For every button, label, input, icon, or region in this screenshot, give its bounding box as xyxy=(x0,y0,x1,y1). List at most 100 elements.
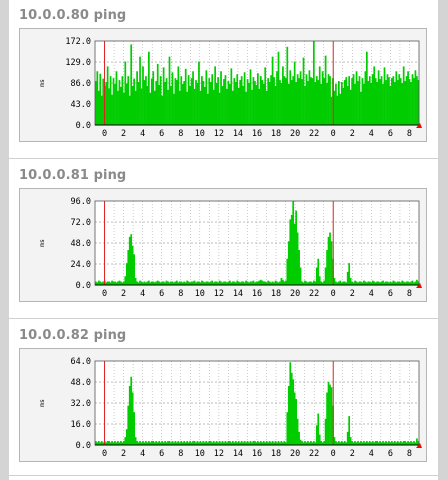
bar xyxy=(262,83,265,125)
bar xyxy=(105,282,108,286)
bar xyxy=(336,95,339,125)
bar xyxy=(370,442,373,446)
chart-1-frame: 172.0 129.0 86.0 43.0 0.0 ms 0 2 4 6 8 10 12 14 16 18 20… xyxy=(19,28,427,142)
bar xyxy=(268,82,271,125)
bar xyxy=(130,44,133,125)
bar xyxy=(395,282,398,286)
bar xyxy=(192,71,194,125)
bar xyxy=(215,441,218,445)
bar xyxy=(95,441,97,445)
bar xyxy=(149,92,152,125)
bar xyxy=(230,282,233,286)
x-tick-label: 8 xyxy=(178,289,183,299)
bar xyxy=(298,250,300,285)
bar xyxy=(96,71,99,125)
bar xyxy=(249,441,252,445)
bar xyxy=(392,280,395,286)
bar xyxy=(324,267,327,285)
bar xyxy=(380,442,383,446)
bar xyxy=(279,80,281,125)
bar xyxy=(221,282,224,286)
bar xyxy=(355,442,358,446)
bar xyxy=(296,74,299,125)
bar xyxy=(333,90,336,125)
bar xyxy=(158,441,161,445)
bar xyxy=(371,74,374,125)
bar xyxy=(279,442,281,446)
bar xyxy=(287,385,290,445)
bar xyxy=(398,442,401,446)
bar xyxy=(304,85,306,125)
bar xyxy=(167,441,169,445)
bar xyxy=(111,441,113,445)
bar xyxy=(133,254,136,286)
x-tick-label: 0 xyxy=(331,449,336,459)
bar xyxy=(413,78,415,125)
bar xyxy=(118,442,121,446)
bar xyxy=(230,68,233,125)
bar xyxy=(209,281,212,285)
bar xyxy=(345,77,348,125)
bar xyxy=(302,57,305,125)
bar xyxy=(226,88,228,125)
bar xyxy=(367,281,370,285)
bar xyxy=(333,278,336,285)
bar xyxy=(410,82,412,125)
bar xyxy=(408,282,411,286)
bar xyxy=(109,282,112,286)
bar xyxy=(357,441,359,445)
bar xyxy=(371,280,374,286)
bar xyxy=(355,281,358,285)
bar xyxy=(276,71,278,125)
bar xyxy=(280,83,283,125)
bar xyxy=(408,79,411,125)
bar xyxy=(118,80,121,125)
bar xyxy=(136,441,138,445)
bar xyxy=(323,78,325,125)
y-tick-label: 43.0 xyxy=(71,100,91,110)
bar xyxy=(115,442,118,446)
bar xyxy=(283,281,286,285)
bar xyxy=(310,281,312,285)
bar xyxy=(111,94,113,125)
bar xyxy=(127,405,130,446)
bar xyxy=(373,281,376,285)
bar xyxy=(373,442,376,446)
bar xyxy=(97,90,100,125)
bar xyxy=(376,441,379,445)
bar xyxy=(142,282,144,286)
bar xyxy=(299,267,302,285)
bar xyxy=(215,281,218,285)
bar xyxy=(330,241,333,285)
bar xyxy=(214,442,217,446)
bar xyxy=(402,66,405,125)
bar xyxy=(201,442,203,446)
bar xyxy=(173,442,175,446)
bar xyxy=(198,281,200,285)
bar xyxy=(117,90,119,125)
bar xyxy=(203,86,206,125)
bar xyxy=(320,83,323,125)
bar xyxy=(314,281,317,285)
bar xyxy=(407,441,409,445)
bar xyxy=(114,83,116,125)
bar xyxy=(252,280,255,286)
bar xyxy=(249,69,252,125)
bar xyxy=(301,281,303,285)
bar xyxy=(217,282,219,286)
bar xyxy=(395,71,398,125)
bar xyxy=(159,282,162,286)
bar xyxy=(192,441,194,445)
bar xyxy=(111,280,113,286)
bar xyxy=(393,281,396,285)
bar xyxy=(176,80,178,125)
bar xyxy=(411,74,414,125)
bar xyxy=(155,441,158,445)
x-tick-label: 18 xyxy=(271,129,281,139)
bar xyxy=(139,56,141,125)
bar xyxy=(343,441,346,445)
bar xyxy=(410,441,412,445)
bar xyxy=(279,281,281,285)
bar xyxy=(271,56,274,125)
bar xyxy=(277,51,280,125)
